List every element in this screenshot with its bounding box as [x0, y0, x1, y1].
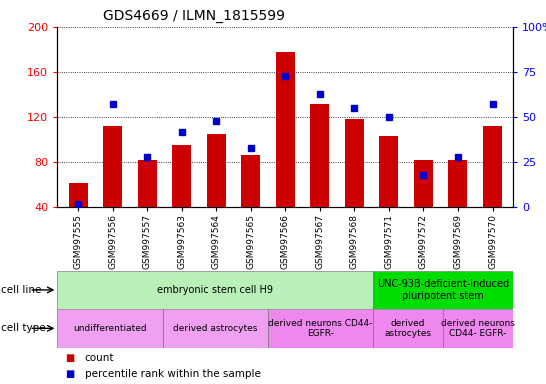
Bar — [57, 271, 373, 309]
Text: count: count — [85, 353, 114, 363]
Bar — [379, 136, 399, 207]
Bar — [69, 182, 87, 207]
Text: undifferentiated: undifferentiated — [73, 324, 147, 333]
Bar — [57, 309, 163, 348]
Text: GDS4669 / ILMN_1815599: GDS4669 / ILMN_1815599 — [103, 9, 285, 23]
Bar — [345, 119, 364, 207]
Text: derived astrocytes: derived astrocytes — [173, 324, 257, 333]
Bar — [138, 160, 157, 207]
Text: derived neurons
CD44- EGFR-: derived neurons CD44- EGFR- — [441, 319, 515, 338]
Text: ■: ■ — [66, 353, 75, 363]
Bar — [163, 309, 268, 348]
Bar — [103, 126, 122, 207]
Bar — [241, 156, 260, 207]
Bar — [443, 309, 513, 348]
Text: cell type: cell type — [1, 323, 46, 333]
Bar — [268, 309, 373, 348]
Text: cell line: cell line — [1, 285, 41, 295]
Bar — [483, 126, 502, 207]
Bar — [448, 160, 467, 207]
Bar — [172, 145, 191, 207]
Text: derived
astrocytes: derived astrocytes — [384, 319, 431, 338]
Bar — [207, 134, 225, 207]
Bar — [373, 271, 513, 309]
Text: ■: ■ — [66, 369, 75, 379]
Text: UNC-93B-deficient-induced
pluripotent stem: UNC-93B-deficient-induced pluripotent st… — [377, 279, 509, 301]
Text: percentile rank within the sample: percentile rank within the sample — [85, 369, 260, 379]
Text: derived neurons CD44-
EGFR-: derived neurons CD44- EGFR- — [268, 319, 372, 338]
Bar — [276, 52, 295, 207]
Bar — [310, 104, 329, 207]
Text: embryonic stem cell H9: embryonic stem cell H9 — [157, 285, 273, 295]
Bar — [373, 309, 443, 348]
Bar — [414, 160, 433, 207]
